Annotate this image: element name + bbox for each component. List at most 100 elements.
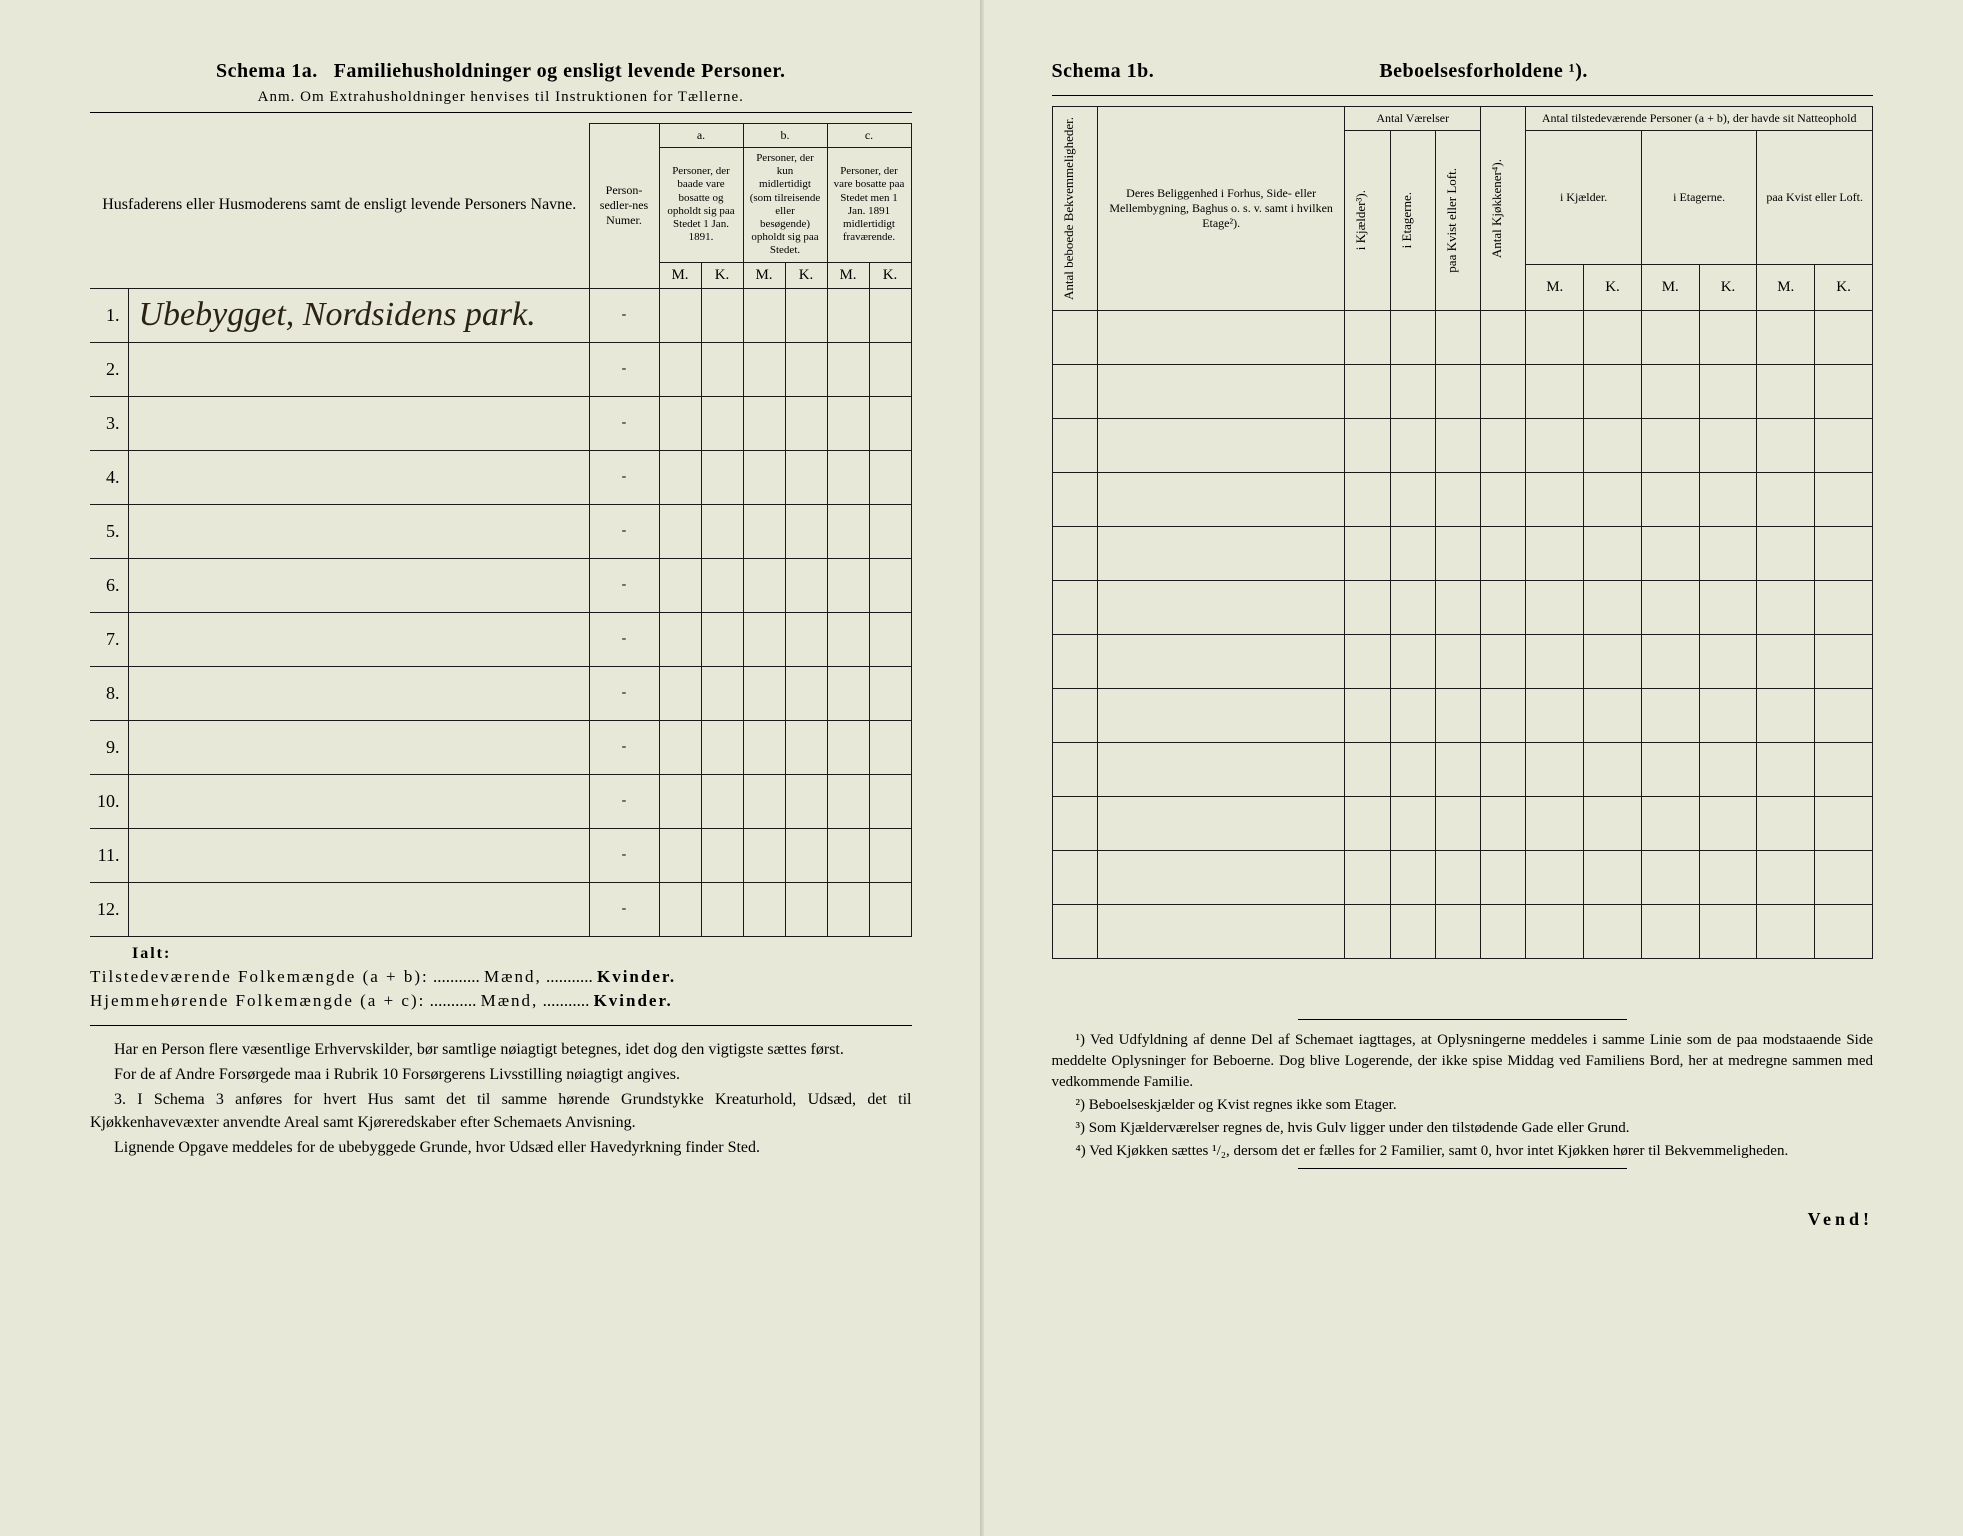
cell [1436, 311, 1481, 365]
cell [1480, 473, 1525, 527]
cell [1052, 851, 1097, 905]
cell [1390, 581, 1435, 635]
cell [827, 666, 869, 720]
cell [1526, 527, 1584, 581]
person-num-cell: - [589, 450, 659, 504]
note: ³) Som Kjælderværelser regnes de, hvis G… [1052, 1118, 1874, 1139]
summary-line-1: Tilstedeværende Folkemængde (a + b): ...… [90, 967, 912, 987]
cell [1641, 581, 1699, 635]
cell [1641, 527, 1699, 581]
name-cell [128, 612, 589, 666]
person-num-cell: - [589, 558, 659, 612]
cell [1526, 311, 1584, 365]
cell [1052, 797, 1097, 851]
cell [743, 720, 785, 774]
right-title: Beboelsesforholdene ¹). [1379, 60, 1588, 83]
note: ⁴) Ved Kjøkken sættes ¹/₂, dersom det er… [1052, 1141, 1874, 1162]
cell [1390, 905, 1435, 959]
cell [1390, 365, 1435, 419]
cell [1584, 851, 1642, 905]
row-number: 4. [90, 450, 128, 504]
cell [1097, 527, 1345, 581]
cell [869, 774, 911, 828]
summary-line-2: Hjemmehørende Folkemængde (a + c): .....… [90, 991, 912, 1011]
cell [1699, 527, 1757, 581]
cell [1480, 743, 1525, 797]
cell [743, 288, 785, 342]
cell [1436, 473, 1481, 527]
cell [1526, 473, 1584, 527]
cell [1757, 851, 1815, 905]
cell [1480, 527, 1525, 581]
cell [1699, 365, 1757, 419]
table-row: 11.- [90, 828, 911, 882]
name-cell [128, 666, 589, 720]
col-a-text: Personer, der baade vare bosatte og opho… [659, 148, 743, 263]
cell [1480, 689, 1525, 743]
cell [1526, 905, 1584, 959]
cell [869, 288, 911, 342]
cell [659, 288, 701, 342]
left-title-row: Schema 1a. Familiehusholdninger og ensli… [90, 60, 912, 83]
cell [1526, 851, 1584, 905]
col-c-k: K. [869, 262, 911, 288]
cell [1097, 473, 1345, 527]
cell [1699, 743, 1757, 797]
divider [90, 112, 912, 113]
divider [1298, 1019, 1627, 1020]
person-num-cell: - [589, 612, 659, 666]
cell [785, 504, 827, 558]
name-cell [128, 558, 589, 612]
cell [1699, 797, 1757, 851]
divider [1052, 95, 1874, 96]
cell [1584, 527, 1642, 581]
cell [743, 558, 785, 612]
cell [1480, 797, 1525, 851]
cell [1052, 743, 1097, 797]
cell [1345, 419, 1390, 473]
cell [1097, 851, 1345, 905]
row-number: 9. [90, 720, 128, 774]
name-cell [128, 504, 589, 558]
cell [785, 558, 827, 612]
cell [1052, 419, 1097, 473]
table-row: 12.- [90, 882, 911, 936]
cell [785, 450, 827, 504]
col-paakvist: paa Kvist eller Loft. [1757, 131, 1873, 265]
col-beliggenhed: Deres Beliggenhed i Forhus, Side- eller … [1097, 107, 1345, 311]
mk: K. [1699, 265, 1757, 311]
left-title: Familiehusholdninger og ensligt levende … [334, 60, 786, 82]
cell [1436, 905, 1481, 959]
cell [1097, 365, 1345, 419]
table-row: 2.- [90, 342, 911, 396]
row-number: 7. [90, 612, 128, 666]
cell [1436, 635, 1481, 689]
table-row [1052, 527, 1873, 581]
cell [1815, 365, 1873, 419]
cell [743, 612, 785, 666]
person-num-cell: - [589, 342, 659, 396]
person-num-cell: - [589, 666, 659, 720]
cell [1815, 689, 1873, 743]
left-footnotes: Har en Person flere væsentlige Erhvervsk… [90, 1038, 912, 1160]
cell [1757, 635, 1815, 689]
cell [1052, 905, 1097, 959]
cell [1526, 689, 1584, 743]
table-row [1052, 311, 1873, 365]
cell [1815, 581, 1873, 635]
cell [1436, 527, 1481, 581]
schema-1a-label: Schema 1a. [216, 60, 318, 82]
cell [1641, 365, 1699, 419]
cell [1641, 851, 1699, 905]
cell [1436, 851, 1481, 905]
note: 3. I Schema 3 anføres for hvert Hus samt… [90, 1088, 912, 1134]
table-row [1052, 851, 1873, 905]
name-cell [128, 720, 589, 774]
name-cell [128, 396, 589, 450]
cell [1641, 797, 1699, 851]
cell [1815, 797, 1873, 851]
row-number: 5. [90, 504, 128, 558]
cell [1815, 527, 1873, 581]
cell [869, 450, 911, 504]
table-row: 1.Ubebygget, Nordsidens park.- [90, 288, 911, 342]
